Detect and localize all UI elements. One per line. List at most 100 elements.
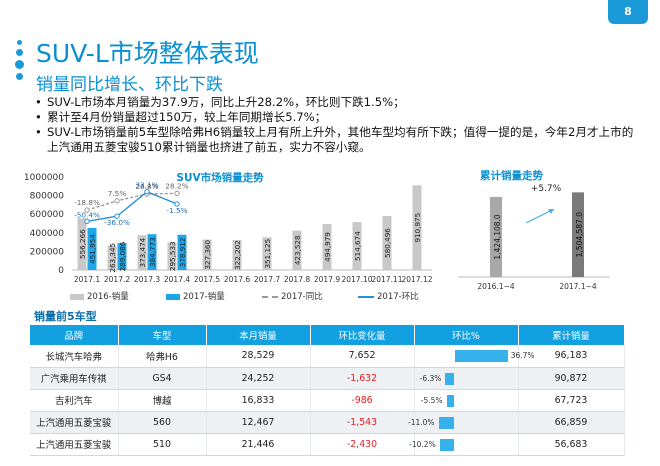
bar-2016-label: 295,533 (168, 241, 177, 271)
bar-2016-label: 423,528 (293, 235, 302, 265)
bar-2016-label: 373,474 (138, 237, 147, 267)
legend-label: 2017-环比 (377, 292, 419, 302)
yoy-point (84, 207, 90, 213)
table-header-cell: 环比变化量 (310, 325, 415, 345)
decor-dot (17, 40, 22, 45)
x-tick-label: 2016.1~4 (477, 282, 515, 291)
mom-label: -36.0% (104, 218, 130, 227)
growth-annotation: +5.7% (531, 184, 562, 194)
pct-label: -6.3% (419, 373, 442, 383)
bar-2016 (232, 240, 242, 270)
table-title: 销量前5车型 (34, 310, 97, 323)
model-cell: 560 (118, 411, 207, 434)
sales-cell: 16,833 (206, 389, 311, 412)
mom-point (114, 213, 120, 219)
x-tick-label: 2017.7 (254, 275, 280, 284)
bar-2016-label: 514,674 (353, 231, 362, 261)
bar-2016-label: 263,345 (108, 243, 117, 273)
bar-2016 (202, 239, 212, 270)
bar-2016-label: 351,125 (263, 239, 272, 269)
table-row: 长城汽车哈弗 哈弗H6 28,529 7,652 36.7% 96,183 (30, 345, 625, 368)
legend-swatch (262, 295, 278, 298)
legend-item: 2017-环比 (358, 291, 419, 303)
table-header-cell: 本月销量 (206, 325, 311, 345)
sales-cell: 28,529 (206, 345, 311, 368)
model-cell: GS4 (118, 367, 207, 390)
table-row: 上汽通用五菱宝骏 560 12,467 -1,543 -11.0% 66,859 (30, 411, 625, 434)
pct-bar (438, 416, 455, 429)
legend-item: 2017-同比 (262, 291, 323, 303)
pct-cell: -5.5% (414, 389, 519, 412)
bar-2016 (137, 235, 147, 270)
yoy-point (174, 190, 180, 197)
x-tick-label: 2017.12 (401, 275, 432, 284)
sales-cell: 21,446 (206, 433, 311, 456)
pct-cell: -11.0% (408, 411, 519, 434)
bar-2016 (382, 216, 392, 270)
chart-title: SUV市场销量走势 (176, 171, 264, 184)
pct-label: -11.0% (408, 417, 435, 427)
bar-2016 (107, 245, 117, 270)
cumulative-cell: 67,723 (518, 389, 625, 412)
bullet-item: SUV-L市场销量前5车型除哈弗H6销量较上月有所上升外，其他车型均有所下跌；值… (34, 125, 634, 155)
yoy-line (86, 192, 178, 211)
change-cell: -986 (310, 389, 415, 412)
change-cell: 7,652 (310, 345, 415, 368)
pct-bar (446, 394, 455, 407)
decor-dot (16, 73, 23, 80)
model-cell: 博越 (118, 389, 207, 412)
yoy-label: -18.8% (74, 198, 100, 207)
bar-2017-label: 378,912 (178, 238, 187, 268)
x-tick-label: 2017.1~4 (559, 282, 597, 291)
growth-arrow (525, 208, 555, 224)
legend-swatch (166, 293, 180, 300)
bar-2016-label: 910,975 (413, 213, 422, 243)
brand-cell: 长城汽车哈弗 (30, 345, 119, 368)
chart-legend: 2016-销量 2017-销量 2017-同比 2017-环比 (70, 291, 450, 305)
bar-2017 (117, 243, 127, 270)
brand-cell: 上汽通用五菱宝骏 (30, 433, 119, 456)
pct-label: 36.7% (510, 351, 535, 360)
table-row: 上汽通用五菱宝骏 510 21,446 -2,430 -10.2% 56,683 (30, 433, 625, 456)
cumulative-cell: 66,859 (518, 411, 625, 434)
bar-2017 (87, 227, 97, 270)
bar-2016 (167, 242, 177, 270)
change-cell: -2,430 (310, 433, 415, 456)
cumulative-cell: 56,683 (518, 433, 625, 456)
x-tick-label: 2017.10 (341, 275, 372, 284)
bar-2017 (177, 234, 187, 270)
mom-label: 33.1% (135, 181, 158, 190)
model-cell: 510 (118, 433, 207, 456)
yoy-label: 7.5% (108, 189, 127, 198)
mom-label: -1.5% (166, 206, 187, 215)
cumulative-bar-label: 1,424,108.0 (493, 214, 502, 260)
x-tick-label: 2017.4 (164, 275, 190, 284)
cumulative-bar-label: 1,504,587.0 (575, 212, 584, 258)
bar-2017 (147, 234, 157, 270)
sales-cell: 24,252 (206, 367, 311, 390)
pct-cell: 36.7% (414, 345, 535, 368)
pct-label: -10.2% (409, 439, 436, 449)
pct-bar (454, 350, 508, 362)
pct-bar (439, 438, 455, 451)
page-subtitle: 销量同比增长、环比下跌 (36, 75, 223, 95)
table-header-cell: 环比% (414, 325, 519, 345)
table-header-cell: 车型 (118, 325, 207, 345)
page-number-badge: 8 (608, 0, 648, 24)
cumulative-cell: 96,183 (518, 345, 625, 368)
table-row: 吉利汽车 博越 16,833 -986 -5.5% 67,723 (30, 389, 625, 412)
mom-point (174, 201, 180, 207)
table-header-cell: 累计销量 (518, 325, 625, 345)
y-tick-label: 400000 (30, 229, 65, 239)
cumulative-sales-chart: 累计销量走势 1,424,108.0 2016.1~4 1,504,587.0 2017… (458, 169, 610, 291)
pct-bar (445, 372, 455, 385)
x-tick-label: 2017.2 (104, 275, 130, 284)
brand-cell: 吉利汽车 (30, 389, 119, 412)
bar-2016 (262, 237, 272, 270)
y-tick-label: 600000 (30, 210, 65, 220)
top5-models-table: 品牌 车型 本月销量 环比变化量 环比% 累计销量 长城汽车哈弗 哈弗H6 28,529 7,6… (30, 325, 625, 456)
cumulative-bar (572, 192, 584, 277)
table-header-cell: 品牌 (30, 325, 119, 345)
legend-item: 2017-销量 (166, 291, 225, 303)
